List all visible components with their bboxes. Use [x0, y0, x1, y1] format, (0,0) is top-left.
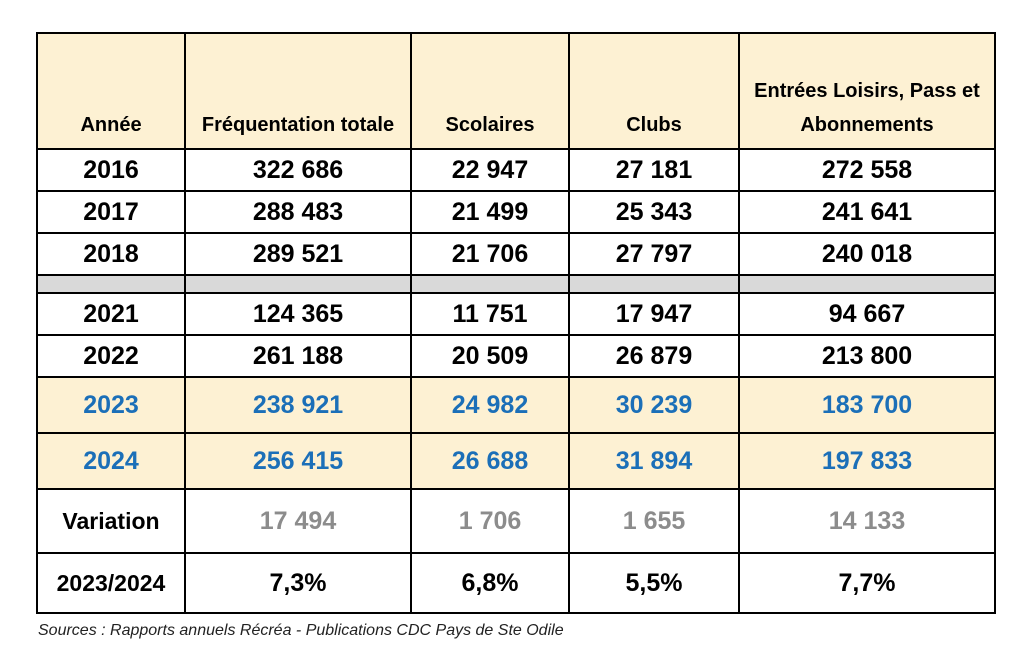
highlighted-row: 2024 256 415 26 688 31 894 197 833: [36, 432, 996, 490]
table-row: 2022 261 188 20 509 26 879 213 800: [36, 334, 996, 378]
clubs-cell: 30 239: [568, 376, 740, 434]
header-cell-clubs: Clubs: [568, 32, 740, 150]
year-cell: 2022: [36, 334, 186, 378]
percent-clubs: 5,5%: [568, 552, 740, 614]
year-cell: 2018: [36, 232, 186, 276]
header-cell-year: Année: [36, 32, 186, 150]
table-row: 2017 288 483 21 499 25 343 241 641: [36, 190, 996, 234]
leisure-cell: 94 667: [738, 292, 996, 336]
table-row: 2018 289 521 21 706 27 797 240 018: [36, 232, 996, 276]
header-cell-leisure: Entrées Loisirs, Pass et Abonnements: [738, 32, 996, 150]
header-cell-total: Fréquentation totale: [184, 32, 412, 150]
separator-row: [36, 274, 996, 294]
sources-note: Sources : Rapports annuels Récréa - Publ…: [38, 622, 564, 639]
leisure-cell: 241 641: [738, 190, 996, 234]
year-cell: 2024: [36, 432, 186, 490]
variation-percent-row: 2023/2024 7,3% 6,8% 5,5% 7,7%: [36, 552, 996, 614]
schools-cell: 22 947: [410, 148, 570, 192]
clubs-cell: 17 947: [568, 292, 740, 336]
percent-leisure: 7,7%: [738, 552, 996, 614]
header-cell-schools: Scolaires: [410, 32, 570, 150]
attendance-table: Année Fréquentation totale Scolaires Clu…: [36, 32, 996, 614]
schools-cell: 21 499: [410, 190, 570, 234]
schools-cell: 11 751: [410, 292, 570, 336]
schools-cell: 20 509: [410, 334, 570, 378]
total-cell: 124 365: [184, 292, 412, 336]
separator-cell: [568, 274, 740, 294]
variation-values-row: Variation 17 494 1 706 1 655 14 133: [36, 488, 996, 554]
highlighted-row: 2023 238 921 24 982 30 239 183 700: [36, 376, 996, 434]
year-cell: 2021: [36, 292, 186, 336]
variation-clubs: 1 655: [568, 488, 740, 554]
separator-cell: [36, 274, 186, 294]
percent-total: 7,3%: [184, 552, 412, 614]
clubs-cell: 31 894: [568, 432, 740, 490]
header-row: Année Fréquentation totale Scolaires Clu…: [36, 32, 996, 150]
leisure-cell: 213 800: [738, 334, 996, 378]
clubs-cell: 27 181: [568, 148, 740, 192]
schools-cell: 21 706: [410, 232, 570, 276]
table-row: 2021 124 365 11 751 17 947 94 667: [36, 292, 996, 336]
percent-schools: 6,8%: [410, 552, 570, 614]
year-cell: 2016: [36, 148, 186, 192]
total-cell: 238 921: [184, 376, 412, 434]
total-cell: 289 521: [184, 232, 412, 276]
schools-cell: 26 688: [410, 432, 570, 490]
leisure-cell: 240 018: [738, 232, 996, 276]
year-cell: 2017: [36, 190, 186, 234]
year-cell: 2023: [36, 376, 186, 434]
variation-period-label: 2023/2024: [36, 552, 186, 614]
schools-cell: 24 982: [410, 376, 570, 434]
variation-leisure: 14 133: [738, 488, 996, 554]
separator-cell: [410, 274, 570, 294]
leisure-cell: 183 700: [738, 376, 996, 434]
leisure-cell: 272 558: [738, 148, 996, 192]
clubs-cell: 26 879: [568, 334, 740, 378]
total-cell: 261 188: [184, 334, 412, 378]
separator-cell: [738, 274, 996, 294]
total-cell: 256 415: [184, 432, 412, 490]
table-row: 2016 322 686 22 947 27 181 272 558: [36, 148, 996, 192]
variation-schools: 1 706: [410, 488, 570, 554]
clubs-cell: 27 797: [568, 232, 740, 276]
separator-cell: [184, 274, 412, 294]
variation-label: Variation: [36, 488, 186, 554]
clubs-cell: 25 343: [568, 190, 740, 234]
total-cell: 322 686: [184, 148, 412, 192]
variation-total: 17 494: [184, 488, 412, 554]
leisure-cell: 197 833: [738, 432, 996, 490]
total-cell: 288 483: [184, 190, 412, 234]
